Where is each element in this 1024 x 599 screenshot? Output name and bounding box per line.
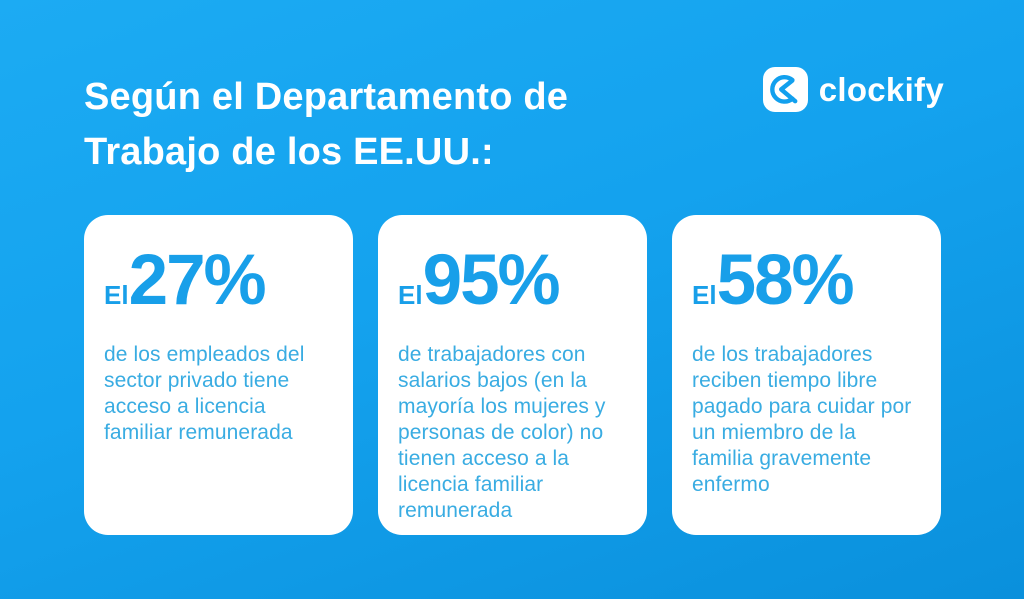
title-line-2: Trabajo de los EE.UU.: <box>84 131 494 173</box>
stat-prefix: El <box>104 280 129 310</box>
stat-description: de los trabajadores reciben tiempo libre… <box>692 343 912 496</box>
stat-prefix: El <box>692 280 717 310</box>
header: Según el Departamento de Trabajo de los … <box>0 0 1024 180</box>
stat-card: El 27% de los empleados del sector priva… <box>84 215 353 535</box>
stat-description: de los empleados del sector privado tien… <box>104 343 305 444</box>
clockify-logo: clockify <box>762 67 944 112</box>
stat-value: 58% <box>716 241 855 320</box>
stat-value: 95% <box>422 241 561 320</box>
stat-card: El 95% de trabajadores con salarios bajo… <box>378 215 647 535</box>
stat-value-row: El 58% <box>692 245 921 316</box>
page-title: Según el Departamento de Trabajo de los … <box>84 70 568 180</box>
stat-cards: El 27% de los empleados del sector priva… <box>0 215 1024 535</box>
clockify-clock-icon <box>762 67 808 112</box>
stat-description: de trabajadores con salarios bajos (en l… <box>398 343 606 522</box>
stat-value-row: El 95% <box>398 245 627 316</box>
clockify-wordmark: clockify <box>818 70 944 108</box>
stat-prefix: El <box>398 280 423 310</box>
stat-card: El 58% de los trabajadores reciben tiemp… <box>672 215 941 535</box>
title-line-1: Según el Departamento de <box>84 76 569 118</box>
stat-value-row: El 27% <box>104 245 333 316</box>
stat-value: 27% <box>128 241 267 320</box>
